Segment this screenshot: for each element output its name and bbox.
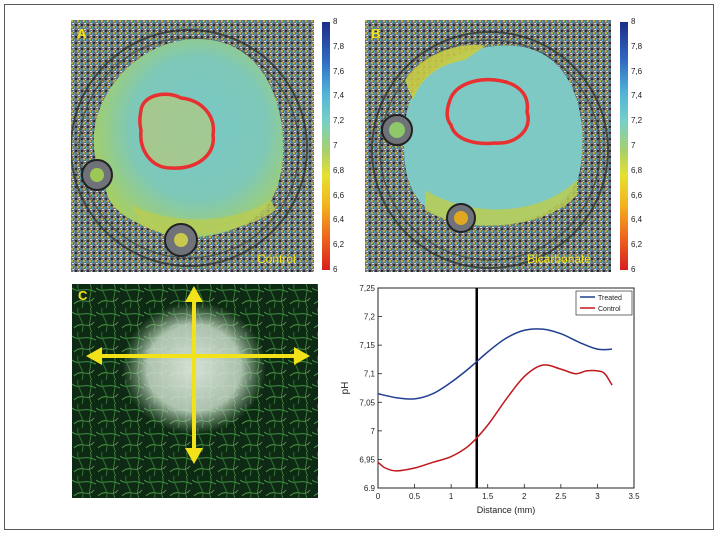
panel-c-fluorescence: C (72, 284, 318, 498)
colorbar-tick-label: 7,2 (631, 116, 643, 126)
legend: Treated Control (575, 290, 633, 316)
panel-b-caption: Bicarbonate (527, 252, 592, 266)
ph-map-bicarbonate-image (365, 20, 611, 272)
colorbar-a-ticks: 8 7,8 7,6 7,4 7,2 7 6,8 6,6 6,4 6,2 6 (333, 17, 357, 274)
colorbar-tick-label: 6,2 (631, 240, 643, 250)
colorbar-tick-label: 7,6 (333, 66, 345, 76)
roi-outline-bicarbonate (445, 77, 530, 146)
colorbar-tick-label: 8 (631, 17, 636, 26)
x-tick-label: 2.5 (555, 492, 567, 501)
panel-a-ph-map: A Control (71, 20, 314, 272)
colorbar-tick-label: 6,6 (333, 190, 345, 200)
colorbar-tick-label: 6,2 (333, 240, 345, 250)
x-tick-label: 0 (376, 492, 381, 501)
panel-b-ph-map: B Bicarbonate (365, 20, 611, 272)
colorbar-tick-label: 8 (333, 17, 338, 26)
colorbar-b-ticks: 8 7,8 7,6 7,4 7,2 7 6,8 6,6 6,4 6,2 6 (631, 17, 655, 274)
panel-a-label: A (77, 26, 87, 41)
panel-a-caption: Control (257, 252, 296, 266)
colorbar-b (620, 22, 628, 270)
colorbar-tick-label: 7,2 (333, 116, 345, 126)
roi-outline-control (138, 92, 216, 170)
colorbar-tick-label: 6,4 (333, 215, 345, 225)
y-axis-label: pH (340, 382, 351, 395)
y-tick-label: 7 (371, 427, 376, 436)
colorbar-tick-label: 7,6 (631, 66, 643, 76)
series-line-control (377, 364, 613, 472)
y-tick-label: 6.9 (364, 484, 376, 493)
series-line-treated (377, 328, 613, 400)
colorbar-tick-label: 7,4 (333, 91, 345, 101)
x-axis-label: Distance (mm) (477, 505, 536, 515)
y-tick-label: 7,2 (364, 313, 376, 322)
x-tick-label: 1.5 (482, 492, 494, 501)
colorbar-tick-label: 7,4 (631, 91, 643, 101)
colorbar-tick-label: 6,8 (631, 165, 643, 175)
y-tick-label: 7,25 (359, 284, 375, 293)
colorbar-tick-label: 7,8 (333, 41, 345, 51)
colorbar-tick-label: 6,8 (333, 165, 345, 175)
x-tick-label: 0.5 (409, 492, 421, 501)
x-tick-label: 3.5 (628, 492, 640, 501)
y-tick-label: 7,15 (359, 341, 375, 350)
legend-label-treated: Treated (598, 295, 622, 302)
y-tick-label: 7,1 (364, 370, 376, 379)
colorbar-tick-label: 7 (631, 141, 636, 150)
plot-area (377, 287, 635, 489)
colorbar-tick-label: 6,4 (631, 215, 643, 225)
colorbar-tick-label: 7 (333, 141, 338, 150)
y-axis-ticks: 6.9 6,95 7 7,05 7,1 7,15 7,2 7,25 (359, 284, 382, 493)
panel-b-label: B (371, 26, 381, 41)
colorbar-a (322, 22, 330, 270)
legend-label-control: Control (598, 306, 621, 313)
y-tick-label: 6,95 (359, 455, 375, 464)
panel-c-label: C (78, 288, 88, 303)
colorbar-tick-label: 6 (333, 265, 338, 274)
ph-map-control-image (71, 20, 314, 272)
colorbar-tick-label: 6,6 (631, 190, 643, 200)
x-tick-label: 3 (595, 492, 600, 501)
x-tick-label: 2 (522, 492, 527, 501)
colorbar-tick-label: 7,8 (631, 41, 643, 51)
colorbar-tick-label: 6 (631, 265, 636, 274)
profile-arrows (86, 286, 310, 464)
x-tick-label: 1 (449, 492, 454, 501)
y-tick-label: 7,05 (359, 398, 375, 407)
x-axis-ticks: 0 0.5 1 1.5 2 2.5 3 3.5 (376, 484, 640, 501)
